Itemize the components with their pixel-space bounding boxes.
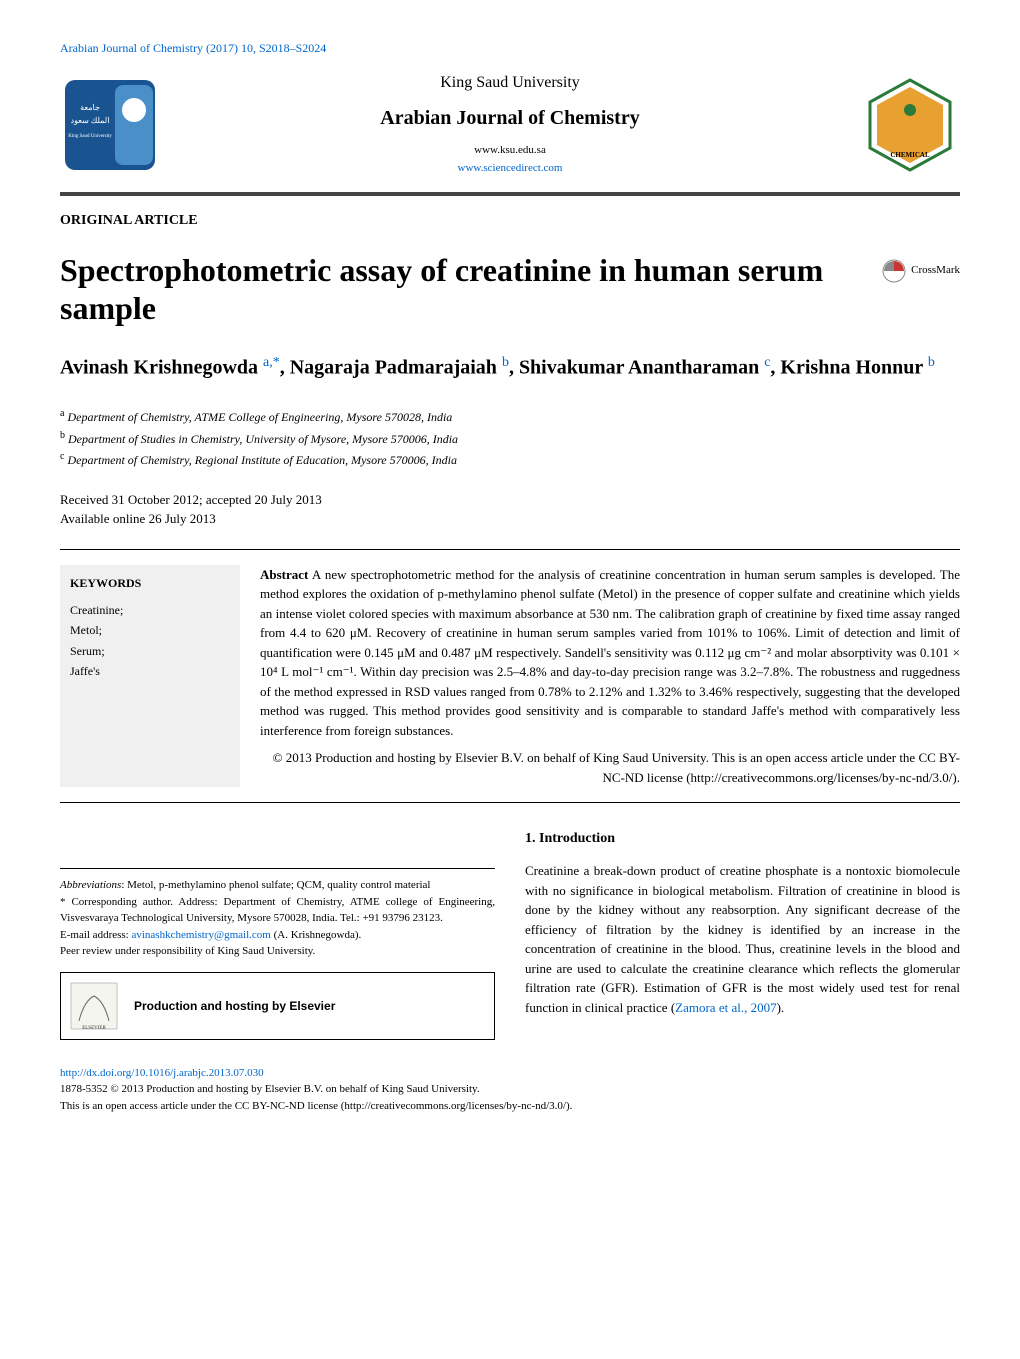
elsevier-box: ELSEVIER Production and hosting by Elsev… <box>60 972 495 1040</box>
journal-links: www.ksu.edu.sa www.sciencedirect.com <box>160 142 860 177</box>
affil-a: Department of Chemistry, ATME College of… <box>64 410 452 424</box>
crossmark-icon <box>882 259 906 283</box>
header-citation: Arabian Journal of Chemistry (2017) 10, … <box>60 40 960 57</box>
journal-name: Arabian Journal of Chemistry <box>160 104 860 132</box>
author-4-sup: b <box>928 355 935 370</box>
keyword-2: Metol; <box>70 620 230 640</box>
left-column: Abbreviations: Metol, p-methylamino phen… <box>60 828 495 1040</box>
elsevier-logo-icon: ELSEVIER <box>69 981 119 1031</box>
keyword-1: Creatinine; <box>70 600 230 620</box>
intro-p1b: ). <box>777 1000 785 1015</box>
author-sep-3: , <box>770 356 780 378</box>
author-4: Krishna Honnur <box>780 356 927 378</box>
email-author: (A. Krishnegowda). <box>271 929 361 941</box>
author-sep-1: , <box>280 356 290 378</box>
intro-p1a: Creatinine a break-down product of creat… <box>525 863 960 1015</box>
author-1: Avinash Krishnegowda <box>60 356 263 378</box>
chemical-society-logo: CHEMICAL <box>860 75 960 175</box>
footer: http://dx.doi.org/10.1016/j.arabjc.2013.… <box>60 1065 960 1115</box>
svg-text:الملك سعود: الملك سعود <box>71 116 110 125</box>
header-center: King Saud University Arabian Journal of … <box>160 72 860 178</box>
abstract-license: © 2013 Production and hosting by Elsevie… <box>260 748 960 787</box>
citation-zamora[interactable]: Zamora et al., 2007 <box>675 1000 776 1015</box>
available-date: Available online 26 July 2013 <box>60 509 960 529</box>
abbrev-label: Abbreviations <box>60 879 121 891</box>
keywords-heading: KEYWORDS <box>70 575 230 592</box>
abstract-text: A new spectrophotometric method for the … <box>260 567 960 738</box>
affil-c: Department of Chemistry, Regional Instit… <box>64 453 457 467</box>
svg-text:جامعة: جامعة <box>80 103 100 112</box>
svg-text:King Saud University: King Saud University <box>68 134 112 139</box>
crossmark-label: CrossMark <box>911 263 960 278</box>
intro-heading: 1. Introduction <box>525 828 960 849</box>
keywords-column: KEYWORDS Creatinine; Metol; Serum; Jaffe… <box>60 565 240 788</box>
abstract-section: KEYWORDS Creatinine; Metol; Serum; Jaffe… <box>60 549 960 804</box>
content-columns: Abbreviations: Metol, p-methylamino phen… <box>60 828 960 1040</box>
footnotes: Abbreviations: Metol, p-methylamino phen… <box>60 868 495 1040</box>
intro-paragraph: Creatinine a break-down product of creat… <box>525 861 960 1017</box>
keyword-3: Serum; <box>70 641 230 661</box>
received-date: Received 31 October 2012; accepted 20 Ju… <box>60 490 960 510</box>
article-title: Spectrophotometric assay of creatinine i… <box>60 251 862 328</box>
affiliations: a Department of Chemistry, ATME College … <box>60 406 960 470</box>
abstract-label: Abstract <box>260 567 308 582</box>
separator-bar <box>60 192 960 196</box>
right-column: 1. Introduction Creatinine a break-down … <box>525 828 960 1040</box>
abbrev-text: : Metol, p-methylamino phenol sulfate; Q… <box>121 879 430 891</box>
authors: Avinash Krishnegowda a,*, Nagaraja Padma… <box>60 353 960 382</box>
svg-text:ELSEVIER: ELSEVIER <box>82 1026 106 1031</box>
issn-text: 1878-5352 © 2013 Production and hosting … <box>60 1081 960 1098</box>
doi-link[interactable]: http://dx.doi.org/10.1016/j.arabjc.2013.… <box>60 1065 960 1082</box>
keyword-4: Jaffe's <box>70 661 230 681</box>
author-2: Nagaraja Padmarajaiah <box>290 356 502 378</box>
crossmark-badge[interactable]: CrossMark <box>882 259 960 283</box>
keywords-list: Creatinine; Metol; Serum; Jaffe's <box>70 600 230 682</box>
elsevier-text: Production and hosting by Elsevier <box>134 997 335 1015</box>
corresp-text: Corresponding author. Address: Departmen… <box>60 896 495 925</box>
author-3: Shivakumar Anantharaman <box>519 356 764 378</box>
peer-review: Peer review under responsibility of King… <box>60 943 495 960</box>
ksu-logo: جامعة الملك سعود King Saud University <box>60 75 160 175</box>
header-section: جامعة الملك سعود King Saud University Ki… <box>60 72 960 178</box>
university-name: King Saud University <box>160 72 860 94</box>
journal-url-1: www.ksu.edu.sa <box>160 142 860 160</box>
abstract-column: Abstract A new spectrophotometric method… <box>260 565 960 788</box>
author-sep-2: , <box>509 356 519 378</box>
footer-license: This is an open access article under the… <box>60 1098 960 1115</box>
email-label: E-mail address: <box>60 929 131 941</box>
article-type: ORIGINAL ARTICLE <box>60 211 960 231</box>
dates: Received 31 October 2012; accepted 20 Ju… <box>60 490 960 529</box>
author-2-sup: b <box>502 355 509 370</box>
affil-b: Department of Studies in Chemistry, Univ… <box>65 432 458 446</box>
svg-text:CHEMICAL: CHEMICAL <box>890 151 930 159</box>
email-link[interactable]: avinashkchemistry@gmail.com <box>131 929 270 941</box>
journal-url-2[interactable]: www.sciencedirect.com <box>160 160 860 178</box>
title-row: Spectrophotometric assay of creatinine i… <box>60 251 960 328</box>
author-1-sup: a,* <box>263 355 280 370</box>
